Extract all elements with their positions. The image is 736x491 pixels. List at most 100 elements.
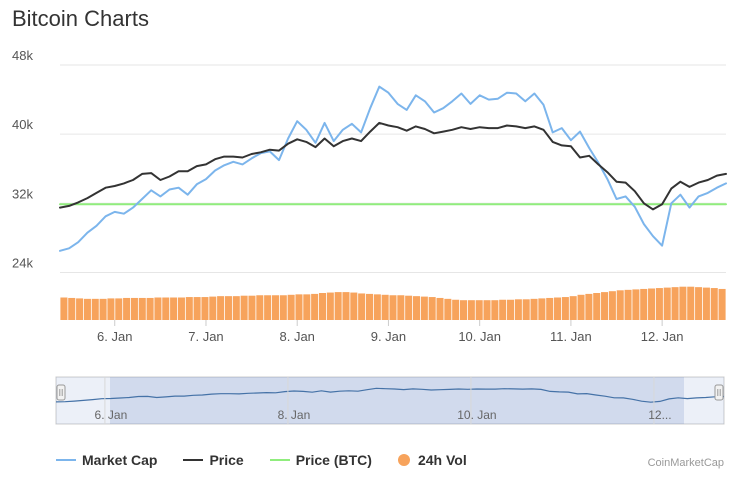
volume-bar	[138, 297, 146, 320]
navigator-handle-right[interactable]	[714, 384, 724, 401]
volume-bar	[162, 297, 170, 320]
volume-bar	[232, 296, 240, 320]
volume-dot-icon	[397, 454, 410, 466]
volume-bar	[538, 298, 546, 320]
volume-bar	[342, 292, 350, 320]
volume-bar	[687, 286, 695, 320]
volume-bar	[444, 298, 452, 320]
legend: Market Cap Price Price (BTC) 24h Vol	[56, 452, 493, 468]
price-line-icon	[183, 459, 204, 461]
volume-bar	[201, 297, 209, 320]
volume-bar	[601, 292, 609, 320]
x-tick-label: 9. Jan	[371, 329, 406, 344]
volume-bar	[287, 294, 295, 320]
volume-bar	[170, 297, 178, 320]
volume-bar	[373, 294, 381, 320]
volume-bar	[718, 288, 726, 320]
legend-label: Price (BTC)	[295, 452, 372, 468]
volume-bar	[648, 288, 656, 320]
volume-bar	[83, 298, 91, 320]
x-tick-label: 6. Jan	[97, 329, 132, 344]
volume-bar	[365, 293, 374, 320]
volume-bar	[326, 292, 334, 320]
navigator-tick-label: 8. Jan	[278, 408, 311, 422]
volume-bar	[428, 297, 436, 320]
volume-bar	[695, 287, 703, 320]
volume-bar	[303, 294, 311, 320]
volume-bar	[702, 287, 710, 320]
x-tick-label: 12. Jan	[641, 329, 684, 344]
volume-bar	[279, 295, 287, 320]
volume-bar	[334, 292, 342, 320]
volume-bar	[358, 293, 366, 320]
volume-bar	[318, 293, 326, 320]
volume-bar	[569, 296, 577, 320]
legend-item-market-cap[interactable]: Market Cap	[56, 452, 157, 468]
y-tick-label: 24k	[12, 255, 33, 270]
volume-bar	[209, 296, 217, 320]
series-line-market-cap[interactable]	[59, 85, 727, 252]
market-cap-line-icon	[56, 459, 76, 461]
volume-bar	[397, 295, 405, 320]
volume-bar	[91, 298, 99, 320]
volume-bars	[60, 286, 726, 320]
volume-bar	[311, 293, 319, 320]
navigator-tick-label: 10. Jan	[457, 408, 496, 422]
volume-bar	[522, 299, 530, 320]
navigator: 6. Jan 8. Jan 10. Jan 12...	[55, 376, 725, 425]
credit-link[interactable]: CoinMarketCap	[647, 457, 724, 469]
navigator-handle-left[interactable]	[56, 384, 66, 401]
chart-title: Bitcoin Charts	[12, 6, 149, 31]
navigator-tick-label: 12...	[648, 408, 671, 422]
volume-bar	[146, 297, 154, 320]
volume-bar	[350, 292, 358, 320]
volume-bar	[530, 298, 538, 320]
volume-bar	[679, 286, 687, 320]
volume-bar	[554, 297, 562, 320]
volume-bar	[710, 288, 718, 320]
volume-bar	[616, 290, 624, 320]
volume-bar	[123, 297, 131, 320]
volume-bar	[60, 297, 68, 320]
volume-bar	[491, 300, 499, 320]
volume-bar	[436, 297, 444, 320]
volume-bar	[585, 293, 593, 320]
y-tick-label: 32k	[12, 186, 33, 201]
volume-bar	[154, 297, 162, 320]
volume-bar	[632, 289, 640, 320]
volume-bar	[99, 298, 107, 320]
volume-bar	[475, 300, 483, 320]
x-tick-label: 8. Jan	[279, 329, 314, 344]
volume-bar	[185, 297, 193, 320]
series-line-price[interactable]	[59, 121, 727, 211]
legend-label: 24h Vol	[417, 452, 467, 468]
volume-bar	[264, 295, 272, 320]
volume-bar	[224, 296, 232, 320]
volume-bar	[577, 294, 585, 320]
volume-bar	[663, 287, 671, 320]
volume-bar	[217, 296, 225, 320]
x-tick-label: 11. Jan	[550, 329, 592, 344]
navigator-frame	[55, 376, 725, 425]
volume-bar	[389, 295, 397, 320]
legend-item-24h-vol[interactable]: 24h Vol	[397, 452, 467, 468]
y-tick-label: 40k	[12, 117, 33, 132]
volume-bar	[640, 288, 648, 320]
volume-bar	[671, 287, 679, 320]
legend-item-price-btc[interactable]: Price (BTC)	[269, 452, 372, 468]
legend-item-price[interactable]: Price	[183, 452, 244, 468]
navigator-selection[interactable]	[110, 377, 684, 424]
volume-bar	[107, 298, 115, 320]
volume-bar	[76, 298, 84, 320]
volume-bar	[295, 294, 303, 320]
volume-bar	[546, 297, 554, 320]
volume-bar	[624, 289, 632, 320]
legend-label: Market Cap	[82, 452, 158, 468]
volume-bar	[405, 295, 413, 320]
volume-bar	[460, 300, 468, 320]
grid-layer	[60, 64, 726, 273]
legend-label: Price	[209, 452, 244, 468]
volume-bar	[256, 295, 264, 320]
volume-bar	[177, 297, 185, 320]
